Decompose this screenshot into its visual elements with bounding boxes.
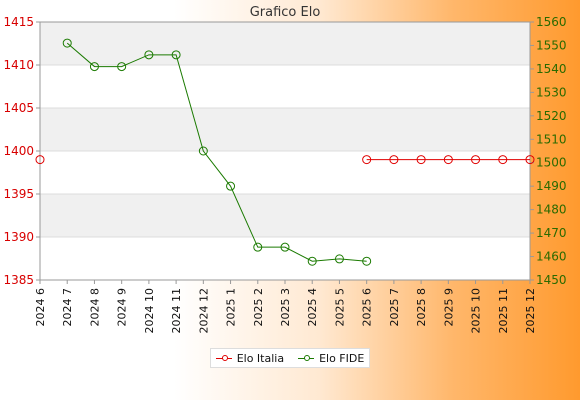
elo-italia-point: [443, 155, 453, 165]
left-axis-tick-label: 1385: [3, 273, 34, 287]
elo-italia-point: [525, 155, 535, 165]
right-axis-tick-label: 1560: [536, 15, 567, 29]
left-axis-tick-label: 1410: [3, 58, 34, 72]
right-axis-tick-label: 1550: [536, 38, 567, 52]
x-axis-tick-label: 2025 12: [524, 288, 537, 334]
x-axis-tick-label: 2025 8: [415, 288, 428, 327]
x-axis-tick-label: 2024 12: [197, 288, 210, 334]
left-axis-tick-label: 1405: [3, 101, 34, 115]
elo-italia-point: [389, 155, 399, 165]
right-axis-tick-label: 1490: [536, 179, 567, 193]
right-axis-tick-label: 1470: [536, 226, 567, 240]
right-axis-tick-label: 1450: [536, 273, 567, 287]
elo-fide-point: [280, 242, 290, 252]
x-axis-tick-label: 2025 6: [361, 288, 374, 327]
left-axis-tick-label: 1390: [3, 230, 34, 244]
elo-italia-point: [498, 155, 508, 165]
x-axis-tick-label: 2024 9: [116, 288, 129, 327]
legend-item: Elo Italia: [215, 351, 285, 365]
right-axis-tick-label: 1520: [536, 109, 567, 123]
legend: Elo Italia Elo FIDE: [210, 348, 370, 368]
grid-band: [40, 194, 530, 237]
legend-label: Elo FIDE: [319, 351, 365, 365]
legend-label: Elo Italia: [236, 351, 285, 365]
elo-fide-point: [362, 256, 372, 266]
right-axis-tick-label: 1510: [536, 132, 567, 146]
x-axis-tick-label: 2024 6: [34, 288, 47, 327]
x-axis-tick-label: 2024 10: [143, 288, 156, 334]
x-axis-tick-label: 2025 11: [497, 288, 510, 334]
x-axis-tick-label: 2025 9: [442, 288, 455, 327]
right-axis-tick-label: 1460: [536, 250, 567, 264]
x-axis-tick-label: 2024 8: [88, 288, 101, 327]
left-axis-tick-label: 1395: [3, 187, 34, 201]
x-axis-tick-label: 2024 7: [61, 288, 74, 327]
elo-fide-point: [117, 62, 127, 72]
x-axis-tick-label: 2025 4: [306, 288, 319, 327]
elo-fide-point: [89, 62, 99, 72]
elo-italia-point: [471, 155, 481, 165]
right-axis-tick-label: 1540: [536, 62, 567, 76]
elo-italia-point: [35, 155, 45, 165]
elo-fide-line: [66, 42, 367, 262]
elo-fide-point: [62, 38, 72, 48]
elo-fide-point: [307, 256, 317, 266]
right-axis-tick-label: 1500: [536, 156, 567, 170]
x-axis-tick-label: 2025 1: [225, 288, 238, 327]
right-axis-tick-label: 1530: [536, 85, 567, 99]
left-axis-tick-label: 1400: [3, 144, 34, 158]
elo-fide-point: [334, 254, 344, 264]
grid-band: [40, 108, 530, 151]
elo-fide-point: [253, 242, 263, 252]
x-axis-tick-label: 2025 3: [279, 288, 292, 327]
elo-italia-point: [362, 155, 372, 165]
chart-title: Grafico Elo: [250, 5, 321, 20]
x-axis-tick-label: 2025 5: [333, 288, 346, 327]
legend-swatch: [298, 354, 315, 362]
x-axis-tick-label: 2025 7: [388, 288, 401, 327]
elo-italia-point: [416, 155, 426, 165]
legend-item: Elo FIDE: [298, 352, 364, 365]
legend-swatch: [215, 354, 232, 362]
elo-fide-point: [198, 146, 208, 156]
left-axis-tick-label: 1415: [3, 15, 34, 29]
elo-fide-point: [226, 181, 236, 191]
right-axis-tick-label: 1480: [536, 203, 567, 217]
elo-fide-point: [144, 50, 154, 60]
elo-fide-point: [171, 50, 181, 60]
grid-band: [40, 22, 530, 65]
x-axis-tick-label: 2024 11: [170, 288, 183, 334]
x-axis-tick-label: 2025 2: [252, 288, 265, 327]
x-axis-tick-label: 2025 10: [470, 288, 483, 334]
